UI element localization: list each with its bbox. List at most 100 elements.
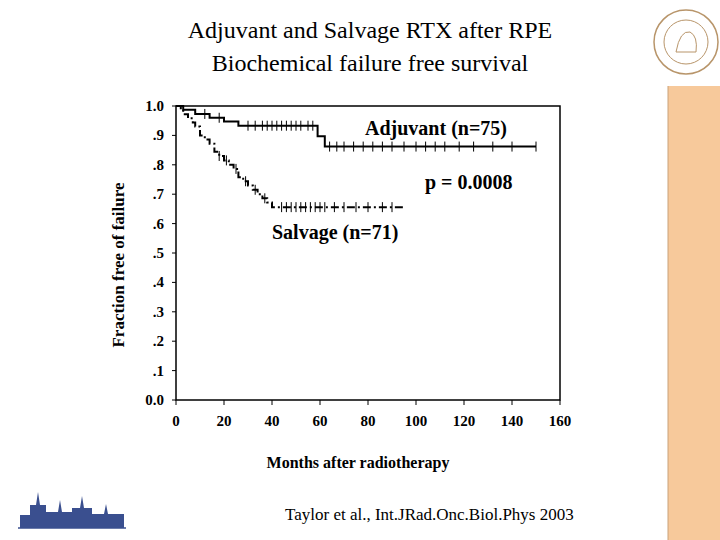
censor-mark — [368, 202, 369, 212]
series-label: Adjuvant (n=75) — [365, 117, 507, 140]
censor-mark — [444, 142, 445, 152]
chart: Adjuvant and Salvage RTX after RPE Bioche… — [0, 0, 720, 540]
censor-mark — [334, 202, 335, 212]
censor-mark — [473, 142, 474, 152]
skyline-logo — [20, 492, 124, 528]
y-tick — [172, 164, 176, 165]
annotation: p = 0.0008 — [425, 171, 513, 194]
series-label: Salvage (n=71) — [272, 221, 398, 244]
seal-portrait — [676, 32, 696, 52]
censor-mark — [226, 155, 227, 165]
survival-curve — [176, 106, 536, 147]
title: Biochemical failure free survival — [212, 50, 529, 76]
y-tick-label: .7 — [153, 186, 165, 202]
x-tick-label: 100 — [405, 413, 428, 429]
censor-mark — [404, 142, 405, 152]
title: Adjuvant and Salvage RTX after RPE — [188, 17, 552, 43]
y-tick-label: .2 — [153, 333, 164, 349]
censor-mark — [336, 142, 337, 152]
censor-mark — [372, 142, 373, 152]
y-tick-label: .3 — [153, 304, 164, 320]
source: Taylor et al., Int.JRad.Onc.Biol.Phys 20… — [285, 505, 574, 524]
x-tick-label: 20 — [217, 413, 232, 429]
censor-mark — [219, 113, 220, 123]
censor-mark — [315, 202, 316, 212]
censor-mark — [536, 142, 537, 152]
x-tick — [368, 400, 369, 405]
y-tick-label: .8 — [153, 157, 164, 173]
x-tick-label: 120 — [453, 413, 476, 429]
x-tick — [560, 400, 561, 405]
x-tick — [416, 400, 417, 405]
y-tick — [172, 400, 176, 401]
censor-mark — [291, 202, 292, 212]
censor-mark — [236, 164, 237, 174]
plot-frame — [176, 106, 560, 400]
censor-mark — [245, 176, 246, 186]
y-tick-label: .1 — [153, 363, 164, 379]
censor-mark — [281, 202, 282, 212]
x-tick-label: 80 — [361, 413, 376, 429]
y-tick-label: .6 — [153, 216, 165, 232]
side-bar — [668, 86, 720, 540]
censor-mark — [320, 202, 321, 212]
x-tick-label: 0 — [172, 413, 180, 429]
censor-mark — [296, 121, 297, 131]
censor-mark — [286, 121, 287, 131]
x-tick — [464, 400, 465, 405]
y-tick-label: .5 — [153, 245, 164, 261]
y-axis-label: Fraction free of failure — [109, 182, 128, 348]
censor-mark — [382, 142, 383, 152]
x-tick — [320, 400, 321, 405]
censor-mark — [310, 202, 311, 212]
censor-mark — [272, 121, 273, 131]
x-tick — [176, 400, 177, 405]
y-tick-label: 0.0 — [145, 392, 164, 408]
censor-mark — [255, 121, 256, 131]
y-tick-label: .9 — [153, 127, 164, 143]
censor-mark — [204, 109, 205, 119]
censor-mark — [291, 121, 292, 131]
censor-mark — [416, 142, 417, 152]
x-tick-label: 140 — [501, 413, 524, 429]
censor-mark — [305, 202, 306, 212]
y-tick — [172, 341, 176, 342]
x-tick-label: 160 — [549, 413, 572, 429]
censor-mark — [267, 121, 268, 131]
seal-inner — [664, 20, 708, 64]
censor-mark — [435, 142, 436, 152]
censor-mark — [308, 121, 309, 131]
x-tick — [224, 400, 225, 405]
y-tick — [172, 223, 176, 224]
censor-mark — [248, 121, 249, 131]
censor-mark — [300, 202, 301, 212]
censor-mark — [281, 121, 282, 131]
censor-mark — [312, 121, 313, 131]
censor-mark — [512, 142, 513, 152]
x-axis-label: Months after radiotherapy — [267, 454, 450, 472]
y-tick-label: .4 — [153, 274, 165, 290]
censor-mark — [382, 202, 383, 212]
censor-mark — [459, 142, 460, 152]
y-tick — [172, 135, 176, 136]
side-bar-edge — [668, 86, 669, 540]
plot-area — [176, 106, 536, 212]
y-tick-label: 1.0 — [145, 98, 164, 114]
censor-mark — [255, 185, 256, 195]
censor-mark — [296, 202, 297, 212]
x-tick — [272, 400, 273, 405]
skyline-base — [18, 527, 126, 529]
y-tick — [172, 106, 176, 107]
censor-mark — [286, 202, 287, 212]
y-tick — [172, 253, 176, 254]
censor-mark — [392, 142, 393, 152]
y-tick — [172, 194, 176, 195]
censor-mark — [264, 193, 265, 203]
y-tick — [172, 370, 176, 371]
seal-ring — [654, 10, 718, 74]
y-tick — [172, 282, 176, 283]
censor-mark — [219, 151, 220, 161]
censor-mark — [392, 202, 393, 212]
censor-mark — [492, 142, 493, 152]
y-tick — [172, 311, 176, 312]
